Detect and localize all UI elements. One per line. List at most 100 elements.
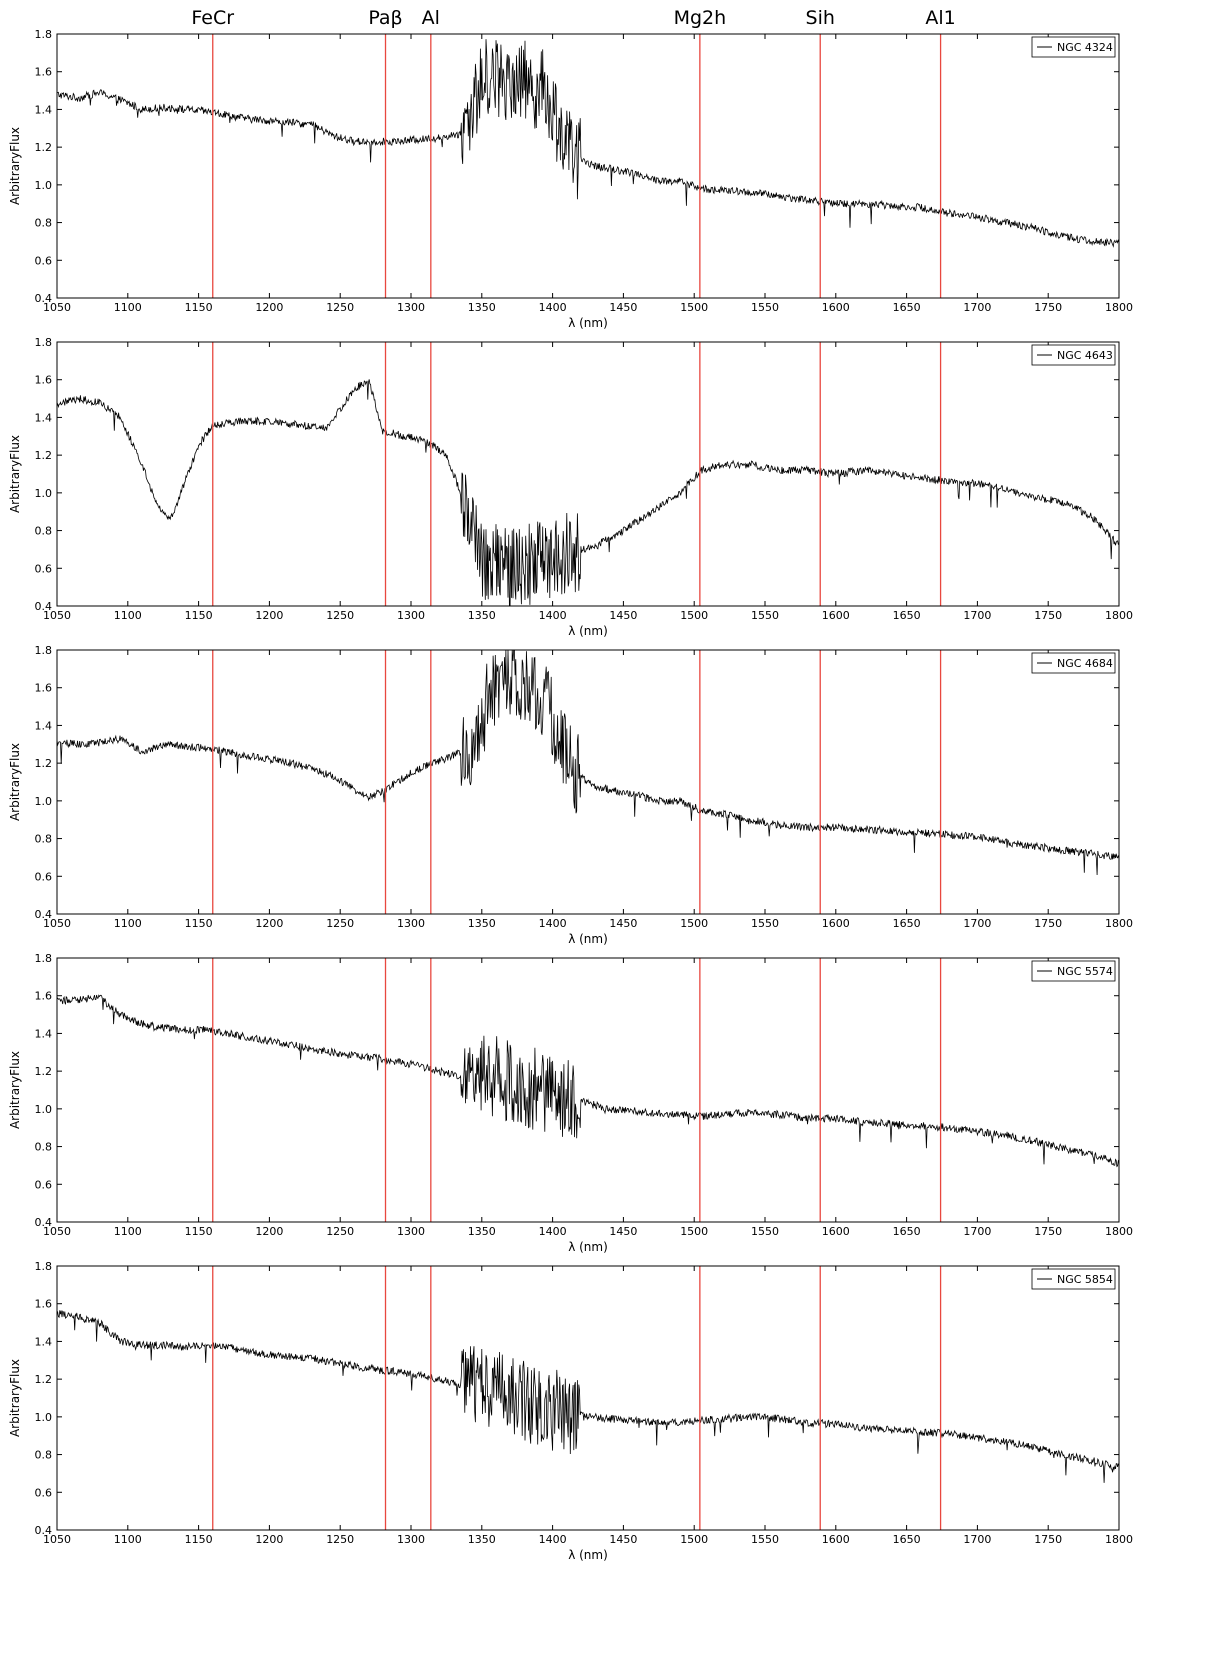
y-tick-label: 1.2 — [35, 757, 53, 770]
x-tick-label: 1700 — [963, 917, 991, 930]
feature-name-5: Sih — [806, 7, 835, 29]
x-tick-label: 1100 — [114, 1533, 142, 1546]
x-tick-label: 1250 — [326, 301, 354, 314]
spectrum-line — [57, 650, 1119, 876]
x-tick-label: 1300 — [397, 917, 425, 930]
x-axis-label: λ (nm) — [568, 1548, 608, 1562]
x-tick-label: 1200 — [255, 609, 283, 622]
x-tick-label: 1600 — [822, 1225, 850, 1238]
y-tick-label: 1.6 — [35, 990, 53, 1003]
y-tick-label: 0.4 — [35, 600, 53, 613]
legend-label: NGC 4643 — [1057, 349, 1113, 362]
x-tick-label: 1450 — [609, 917, 637, 930]
legend: NGC 5854 — [1031, 1268, 1116, 1290]
y-tick-label: 0.8 — [35, 1449, 53, 1462]
x-tick-label: 1050 — [43, 301, 71, 314]
y-tick-label: 0.6 — [35, 254, 53, 267]
x-tick-label: 1100 — [114, 1225, 142, 1238]
x-tick-label: 1150 — [185, 1225, 213, 1238]
x-tick-label: 1700 — [963, 301, 991, 314]
y-tick-label: 0.4 — [35, 908, 53, 921]
x-tick-label: 1500 — [680, 609, 708, 622]
x-tick-label: 1050 — [43, 1533, 71, 1546]
plot-frame — [56, 33, 1120, 299]
x-tick-label: 1350 — [468, 917, 496, 930]
x-tick-label: 1750 — [1034, 609, 1062, 622]
x-tick-label: 1150 — [185, 1533, 213, 1546]
x-tick-label: 1750 — [1034, 1533, 1062, 1546]
x-tick-label: 1400 — [539, 301, 567, 314]
x-tick-label: 1650 — [893, 301, 921, 314]
x-tick-label: 1050 — [43, 609, 71, 622]
legend-box — [1031, 344, 1116, 366]
y-tick-label: 1.4 — [35, 103, 53, 116]
legend-label: NGC 5854 — [1057, 1273, 1113, 1286]
panel-5: 1050 1100 1150 1200 1250 1300 1350 1400 1450 1500… — [8, 1260, 1133, 1562]
x-tick-label: 1800 — [1105, 1225, 1133, 1238]
x-tick-label: 1100 — [114, 917, 142, 930]
y-tick-label: 1.6 — [35, 1298, 53, 1311]
x-tick-label: 1300 — [397, 1225, 425, 1238]
spectrum-line — [57, 1310, 1119, 1483]
legend-box — [1031, 960, 1116, 982]
x-tick-label: 1150 — [185, 301, 213, 314]
y-tick-label: 1.2 — [35, 1373, 53, 1386]
legend-box — [1031, 36, 1116, 58]
x-axis-label: λ (nm) — [568, 316, 608, 330]
y-tick-label: 1.2 — [35, 1065, 53, 1078]
x-tick-label: 1150 — [185, 609, 213, 622]
y-tick-label: 1.0 — [35, 795, 53, 808]
feature-name-2: Paβ — [368, 7, 402, 29]
y-tick-label: 1.6 — [35, 66, 53, 79]
y-tick-label: 1.0 — [35, 1411, 53, 1424]
x-tick-label: 1400 — [539, 1225, 567, 1238]
x-tick-label: 1550 — [751, 917, 779, 930]
x-tick-label: 1450 — [609, 1225, 637, 1238]
panel-2: 1050 1100 1150 1200 1250 1300 1350 1400 1450 1500… — [8, 336, 1133, 638]
x-tick-label: 1300 — [397, 1533, 425, 1546]
y-tick-label: 1.6 — [35, 374, 53, 387]
x-tick-label: 1650 — [893, 1225, 921, 1238]
x-tick-label: 1350 — [468, 1225, 496, 1238]
y-axis-label: ArbitraryFlux — [8, 743, 22, 821]
x-tick-label: 1800 — [1105, 1533, 1133, 1546]
feature-name-4: Mg2h — [674, 7, 727, 29]
y-tick-label: 0.8 — [35, 525, 53, 538]
y-axis-label: ArbitraryFlux — [8, 435, 22, 513]
x-tick-label: 1300 — [397, 301, 425, 314]
x-tick-label: 1750 — [1034, 1225, 1062, 1238]
feature-name-3: Al — [422, 7, 440, 29]
y-tick-label: 1.8 — [35, 1260, 53, 1273]
x-tick-label: 1200 — [255, 1533, 283, 1546]
x-tick-label: 1400 — [539, 917, 567, 930]
x-tick-label: 1250 — [326, 917, 354, 930]
y-axis-label: ArbitraryFlux — [8, 1359, 22, 1437]
y-axis-label: ArbitraryFlux — [8, 1051, 22, 1129]
panel-1: 1050 1100 1150 1200 1250 1300 1350 1400 1450 1500… — [8, 28, 1133, 330]
plot-frame — [56, 957, 1120, 1223]
x-tick-label: 1750 — [1034, 301, 1062, 314]
y-tick-label: 1.0 — [35, 1103, 53, 1116]
x-tick-label: 1600 — [822, 917, 850, 930]
x-tick-label: 1800 — [1105, 609, 1133, 622]
legend-label: NGC 5574 — [1057, 965, 1113, 978]
y-tick-label: 0.6 — [35, 870, 53, 883]
x-axis-label: λ (nm) — [568, 624, 608, 638]
x-tick-label: 1100 — [114, 609, 142, 622]
feature-name-1: FeCr — [191, 7, 234, 29]
x-tick-label: 1800 — [1105, 301, 1133, 314]
x-tick-label: 1500 — [680, 1533, 708, 1546]
y-tick-label: 0.4 — [35, 1524, 53, 1537]
x-tick-label: 1750 — [1034, 917, 1062, 930]
panel-4: 1050 1100 1150 1200 1250 1300 1350 1400 1450 1500… — [8, 952, 1133, 1254]
x-tick-label: 1050 — [43, 1225, 71, 1238]
x-tick-label: 1250 — [326, 1533, 354, 1546]
x-tick-label: 1550 — [751, 1533, 779, 1546]
legend-label: NGC 4684 — [1057, 657, 1113, 670]
x-tick-label: 1200 — [255, 1225, 283, 1238]
x-tick-label: 1500 — [680, 917, 708, 930]
y-tick-label: 1.6 — [35, 682, 53, 695]
legend: NGC 5574 — [1031, 960, 1116, 982]
